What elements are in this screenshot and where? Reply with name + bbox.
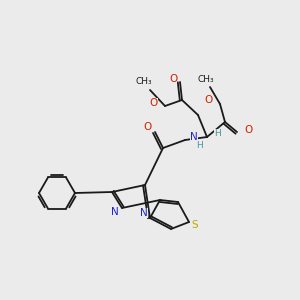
Text: O: O: [244, 125, 252, 135]
Text: O: O: [144, 122, 152, 132]
Text: S: S: [192, 220, 198, 230]
Text: O: O: [205, 95, 213, 105]
Text: H: H: [196, 140, 203, 149]
Text: N: N: [190, 132, 198, 142]
Text: N: N: [140, 208, 148, 218]
Text: CH₃: CH₃: [198, 74, 214, 83]
Text: N: N: [111, 207, 119, 217]
Text: CH₃: CH₃: [136, 77, 152, 86]
Text: H: H: [214, 128, 221, 137]
Text: O: O: [169, 74, 177, 84]
Text: O: O: [150, 98, 158, 108]
